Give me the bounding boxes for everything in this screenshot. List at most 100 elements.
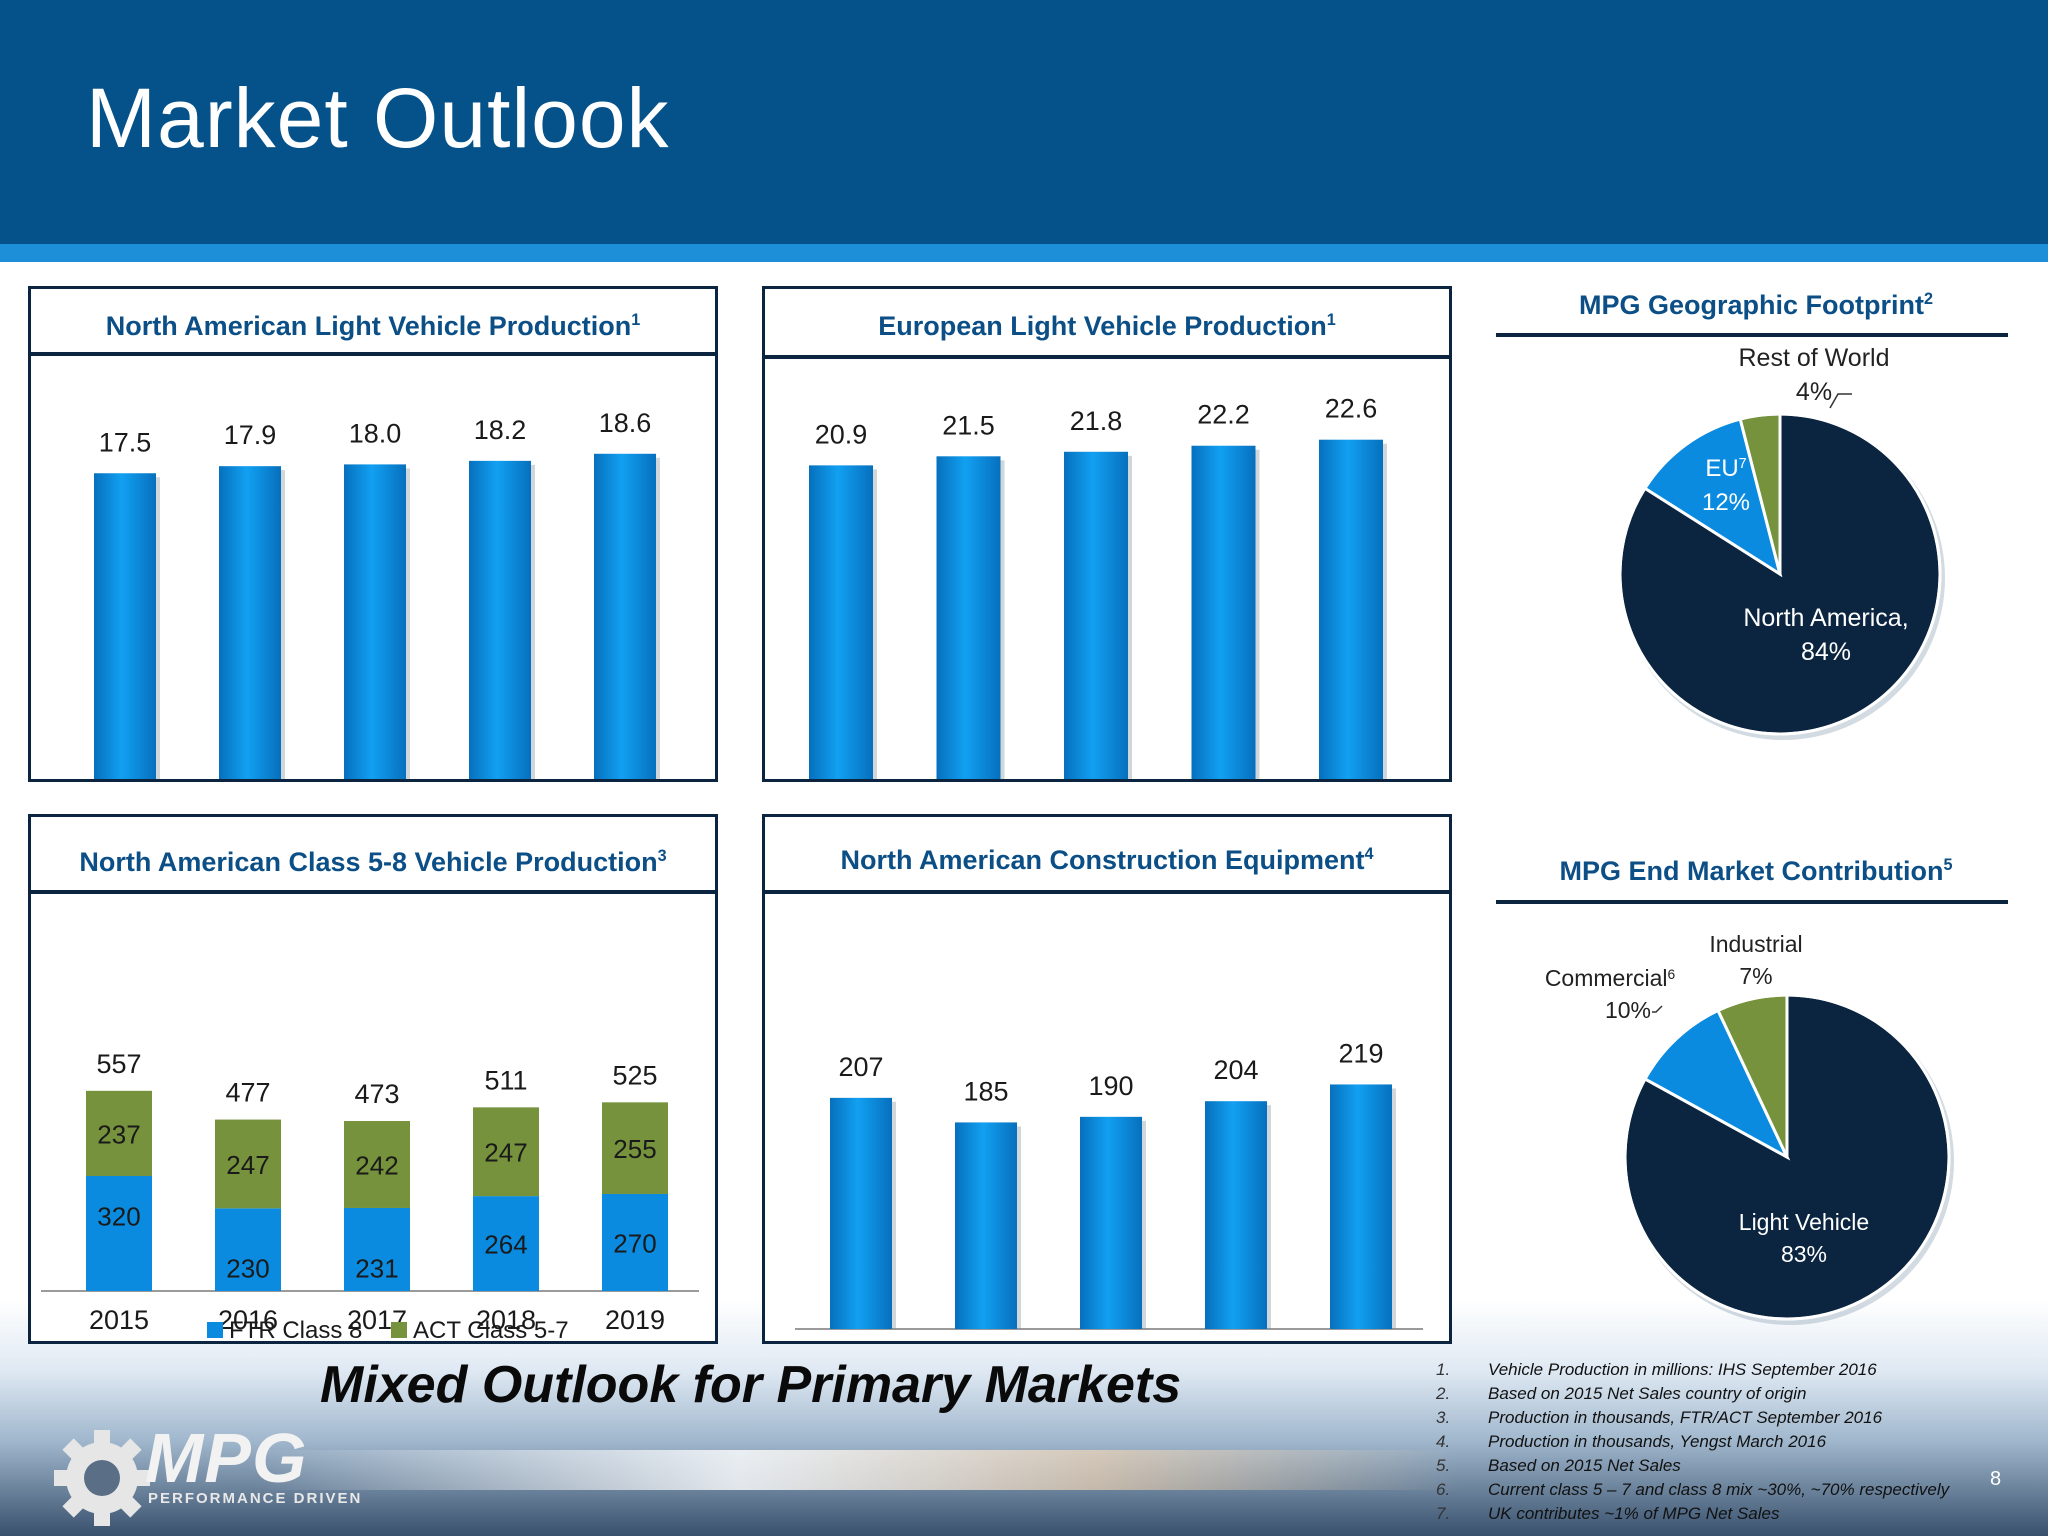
slice-label: Commercial6	[1545, 965, 1676, 991]
tick-label-2018: 2018	[476, 1305, 536, 1335]
footnote-text: Vehicle Production in millions: IHS Sept…	[1488, 1360, 1877, 1379]
segment-label: 247	[226, 1150, 269, 1180]
bar-2016	[936, 456, 1001, 779]
data-label: 21.5	[942, 410, 995, 440]
leader-line	[1829, 393, 1852, 409]
footnote-4: 4. Production in thousands, Yengst March …	[1430, 1432, 1990, 1456]
footnote-text: Based on 2015 Net Sales country of origi…	[1488, 1384, 1807, 1403]
footnote-number: 1.	[1436, 1360, 1451, 1379]
panel-title-eu-light: European Light Vehicle Production1	[878, 311, 1336, 341]
data-label: 185	[963, 1076, 1008, 1106]
bar-2018	[1205, 1101, 1267, 1329]
bar-2019	[1319, 439, 1383, 779]
legend-label: ACT Class 5-7	[413, 1317, 569, 1341]
footnotes: 1. Vehicle Production in millions: IHS Se…	[1430, 1360, 1990, 1528]
slice-value: 10%	[1605, 997, 1651, 1023]
legend-swatch-ftr	[207, 1322, 223, 1338]
pie-outline	[1623, 993, 1951, 1321]
data-label: 20.9	[815, 419, 868, 449]
page-number: 8	[1990, 1468, 2002, 1490]
bar-2017	[1080, 1116, 1142, 1329]
total-label: 557	[96, 1049, 141, 1079]
bar-2018	[1191, 445, 1256, 779]
bar-2019	[594, 453, 656, 779]
tick-label-2019: 2019	[605, 1305, 665, 1335]
data-label: 17.9	[224, 420, 277, 450]
bar-ftr-class-8	[344, 1207, 410, 1291]
segment-label: 247	[484, 1138, 527, 1168]
bar-act-class-5-7	[473, 1107, 539, 1197]
bar-2015	[830, 1097, 892, 1329]
slice-value: 12%	[1702, 489, 1750, 516]
data-label: 22.2	[1197, 400, 1250, 430]
chart-eu-light-vehicle: 20.9201521.5201621.8201722.2201822.62019	[809, 394, 1387, 779]
bar-act-class-5-7	[86, 1090, 152, 1176]
slice-value: 4%	[1796, 378, 1832, 406]
footnote-text: Current class 5 – 7 and class 8 mix ~30%…	[1488, 1480, 1950, 1499]
segment-label: 264	[484, 1230, 527, 1260]
chart-na-light-vehicle: 17.5201517.9201618.0201718.2201818.62019	[94, 408, 660, 779]
data-label: 219	[1338, 1038, 1383, 1068]
header-stripe	[0, 244, 2048, 262]
footnote-number: 4.	[1436, 1432, 1451, 1451]
title-end-market: MPG End Market Contribution5	[1559, 856, 1953, 886]
bar-2019	[1330, 1084, 1392, 1329]
footnote-7: 7. UK contributes ~1% of MPG Net Sales	[1430, 1504, 1990, 1528]
segment-label: 231	[355, 1253, 398, 1283]
slice-label: Light Vehicle	[1739, 1209, 1869, 1235]
data-label: 17.5	[99, 427, 152, 457]
segment-label: 320	[97, 1202, 140, 1232]
page-title: Market Outlook	[86, 71, 670, 165]
panel-title-na-construction: North American Construction Equipment4	[840, 845, 1374, 875]
data-label: 18.0	[349, 418, 402, 448]
panel-na-class-5-8: North American Class 5-8 Vehicle Product…	[28, 814, 718, 1344]
pie-outline	[1618, 412, 1942, 736]
footnote-number: 6.	[1436, 1480, 1451, 1499]
footnote-5: 5. Based on 2015 Net Sales	[1430, 1456, 1990, 1480]
footnote-text: Based on 2015 Net Sales	[1488, 1456, 1681, 1475]
total-label: 477	[225, 1078, 270, 1108]
data-label: 21.8	[1070, 406, 1123, 436]
pie-end-market: Light Vehicle 83% Commercial6 10% Industrial…	[1545, 931, 1954, 1325]
footnote-2: 2. Based on 2015 Net Sales country of ori…	[1430, 1384, 1990, 1408]
chart-na-class-5-8: 3202375572015230247477201623124247320172…	[41, 1049, 699, 1341]
gear-logo-icon	[54, 1430, 150, 1526]
bar-2016	[219, 466, 281, 779]
bar-ftr-class-8	[473, 1196, 539, 1291]
footnote-text: Production in thousands, FTR/ACT Septemb…	[1488, 1408, 1883, 1427]
footnote-3: 3. Production in thousands, FTR/ACT Septe…	[1430, 1408, 1990, 1432]
side-rule	[1496, 333, 2008, 337]
data-label: 190	[1088, 1071, 1133, 1101]
tick-label-2016: 2016	[218, 1305, 278, 1335]
panel-eu-light-vehicle: European Light Vehicle Production1 20.9 2…	[762, 286, 1452, 782]
chart-na-construction: 20720151852016190201720420182192019	[795, 1038, 1423, 1330]
bar-ftr-class-8	[215, 1208, 281, 1291]
segment-label: 230	[226, 1254, 269, 1284]
panel-na-construction: North American Construction Equipment4 2…	[762, 814, 1452, 1344]
logo-wordmark: MPG	[145, 1419, 308, 1497]
segment-label: 242	[355, 1151, 398, 1181]
segment-label: 255	[613, 1134, 656, 1164]
total-label: 525	[612, 1060, 657, 1090]
total-label: 473	[354, 1079, 399, 1109]
footnote-number: 2.	[1436, 1384, 1451, 1403]
panel-na-light-vehicle: North American Light Vehicle Production1…	[28, 286, 718, 782]
slice-value: 83%	[1781, 1241, 1827, 1267]
bar-act-class-5-7	[344, 1121, 410, 1208]
bar-act-class-5-7	[602, 1102, 668, 1194]
bar-2016	[955, 1122, 1017, 1329]
light-streak	[260, 1450, 1460, 1490]
data-label: 22.6	[1325, 394, 1378, 424]
bar-2017	[1064, 451, 1128, 779]
footnote-text: UK contributes ~1% of MPG Net Sales	[1488, 1504, 1780, 1523]
legend-swatch-act	[391, 1322, 407, 1338]
footnote-number: 3.	[1436, 1408, 1451, 1427]
slice-label: Rest of World	[1739, 344, 1890, 372]
bar-2015	[809, 465, 873, 779]
data-label: 18.6	[599, 408, 652, 438]
footnote-6: 6. Current class 5 – 7 and class 8 mix ~3…	[1430, 1480, 1990, 1504]
segment-label: 237	[97, 1119, 140, 1149]
panel-title-na-class: North American Class 5-8 Vehicle Product…	[79, 847, 667, 877]
footnote-number: 7.	[1436, 1504, 1451, 1523]
